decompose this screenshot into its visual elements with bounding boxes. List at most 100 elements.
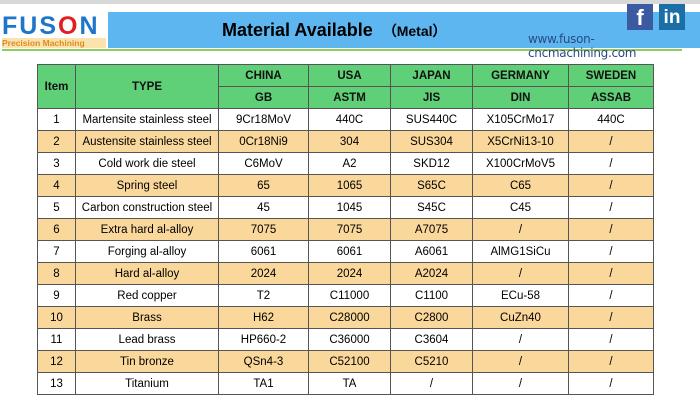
table-cell: SUS440C <box>390 108 473 131</box>
table-cell: 3 <box>37 152 76 175</box>
country-header: JAPAN <box>390 64 473 87</box>
table-cell: / <box>472 372 569 395</box>
table-cell: AlMG1SiCu <box>472 240 569 263</box>
table-cell: Tin bronze <box>75 350 219 373</box>
table-cell: / <box>568 218 654 241</box>
table-cell: Carbon construction steel <box>75 196 219 219</box>
table-cell: 2024 <box>218 262 309 285</box>
table-row: 6 Extra hard al-alloy 7075 7075 A7075// <box>37 218 654 241</box>
table-cell: Forging al-alloy <box>75 240 219 263</box>
table-row: 3 Cold work die steel C6MoV A2 SKD12 X100CrMo… <box>37 152 654 175</box>
table-cell: Brass <box>75 306 219 329</box>
table-cell: 4 <box>37 174 76 197</box>
standard-header: JIS <box>390 86 473 109</box>
table-cell: 8 <box>37 262 76 285</box>
table-row: 10 Brass H62 C28000 C2800 CuZn40/ <box>37 306 654 329</box>
table-row: 12 Tin bronze QSn4-3 C52100 C5210// <box>37 350 654 373</box>
table-cell: / <box>472 218 569 241</box>
table-cell: / <box>568 152 654 175</box>
table-cell: Red copper <box>75 284 219 307</box>
table-cell: CuZn40 <box>472 306 569 329</box>
table-cell: / <box>568 196 654 219</box>
table-cell: / <box>472 328 569 351</box>
table-cell: SKD12 <box>390 152 473 175</box>
table-cell: SUS304 <box>390 130 473 153</box>
table-cell: A2024 <box>390 262 473 285</box>
gear-icon: O <box>58 12 80 40</box>
table-cell: 5 <box>37 196 76 219</box>
table-cell: / <box>568 372 654 395</box>
table-row: 1 Martensite stainless steel 9Cr18MoV 440C S… <box>37 108 654 131</box>
table-cell: X100CrMoV5 <box>472 152 569 175</box>
table-cell: S65C <box>390 174 473 197</box>
table-cell: 2 <box>37 130 76 153</box>
table-cell: TA <box>308 372 391 395</box>
table-cell: Hard al-alloy <box>75 262 219 285</box>
material-table: Item TYPE CHINA USA JAPAN GERMANY SWEDEN GB AS… <box>37 64 654 395</box>
table-row: 2 Austensite stainless steel 0Cr18Ni9 304 SU… <box>37 130 654 153</box>
table-cell: QSn4-3 <box>218 350 309 373</box>
table-cell: Cold work die steel <box>75 152 219 175</box>
country-header: USA <box>308 64 391 87</box>
table-cell: 6 <box>37 218 76 241</box>
standard-header: ASSAB <box>568 86 654 109</box>
table-row: 11 Lead brass HP660-2 C36000 C3604// <box>37 328 654 351</box>
table-cell: / <box>568 262 654 285</box>
country-header: SWEDEN <box>568 64 654 87</box>
table-cell: 13 <box>37 372 76 395</box>
table-cell: C28000 <box>308 306 391 329</box>
table-cell: Lead brass <box>75 328 219 351</box>
table-cell: 1065 <box>308 174 391 197</box>
table-cell: C45 <box>472 196 569 219</box>
table-cell: C52100 <box>308 350 391 373</box>
table-cell: Spring steel <box>75 174 219 197</box>
table-cell: / <box>390 372 473 395</box>
table-cell: 1 <box>37 108 76 131</box>
table-cell: 440C <box>568 108 654 131</box>
table-cell: / <box>568 284 654 307</box>
table-cell: C36000 <box>308 328 391 351</box>
table-cell: C11000 <box>308 284 391 307</box>
standard-header: DIN <box>472 86 569 109</box>
table-cell: Titanium <box>75 372 219 395</box>
table-row: 9 Red copper T2 C11000 C1100 ECu-58/ <box>37 284 654 307</box>
table-cell: 9Cr18MoV <box>218 108 309 131</box>
table-row: 7 Forging al-alloy 6061 6061 A6061 AlMG1SiCu / <box>37 240 654 263</box>
table-cell: C2800 <box>390 306 473 329</box>
table-cell: 65 <box>218 174 309 197</box>
table-cell: 12 <box>37 350 76 373</box>
table-cell: C6MoV <box>218 152 309 175</box>
table-cell: / <box>568 306 654 329</box>
table-cell: 7 <box>37 240 76 263</box>
table-cell: X5CrNi13-10 <box>472 130 569 153</box>
table-row: 5 Carbon construction steel 45 1045 S45C C45/ <box>37 196 654 219</box>
table-cell: 7075 <box>308 218 391 241</box>
website-url[interactable]: www.fuson-cncmachining.com <box>528 32 637 60</box>
table-cell: 45 <box>218 196 309 219</box>
table-cell: X105CrMo17 <box>472 108 569 131</box>
table-cell: / <box>568 174 654 197</box>
facebook-icon[interactable]: f <box>627 4 653 30</box>
type-header: TYPE <box>75 64 219 109</box>
table-row: 4 Spring steel 65 1065 S65C C65/ <box>37 174 654 197</box>
top-border <box>0 0 700 4</box>
table-cell: 2024 <box>308 262 391 285</box>
table-cell: Martensite stainless steel <box>75 108 219 131</box>
linkedin-icon[interactable]: in <box>659 4 685 30</box>
table-cell: 10 <box>37 306 76 329</box>
table-cell: 11 <box>37 328 76 351</box>
table-cell: 9 <box>37 284 76 307</box>
standard-header: GB <box>218 86 309 109</box>
country-header: GERMANY <box>472 64 569 87</box>
table-cell: 6061 <box>218 240 309 263</box>
table-cell: H62 <box>218 306 309 329</box>
table-cell: A6061 <box>390 240 473 263</box>
table-cell: HP660-2 <box>218 328 309 351</box>
table-cell: S45C <box>390 196 473 219</box>
fuson-logo: FUSON Precision Machining <box>0 12 108 48</box>
table-cell: Extra hard al-alloy <box>75 218 219 241</box>
table-cell: / <box>568 240 654 263</box>
header-divider <box>2 49 682 51</box>
table-cell: / <box>568 130 654 153</box>
item-header: Item <box>37 64 76 109</box>
